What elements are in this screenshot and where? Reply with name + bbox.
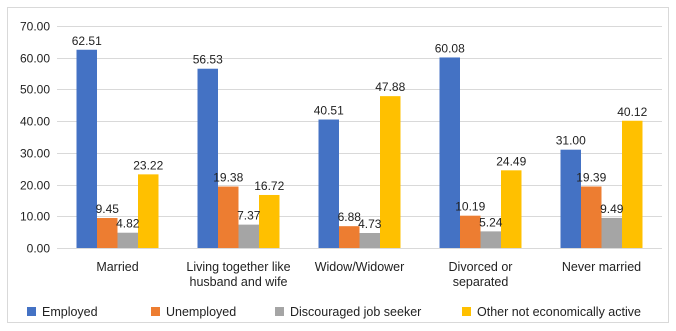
y-tick-label: 0.00 [27, 242, 51, 256]
data-label: 47.88 [375, 80, 405, 94]
data-label: 16.72 [254, 179, 284, 193]
bar-unemployed [581, 186, 602, 248]
data-label: 40.12 [617, 105, 647, 119]
legend-swatch [462, 307, 471, 316]
category-label: Divorced or separated [449, 260, 513, 289]
data-labels: 62.51 9.454.82 23.22 56.53 19.38 7.37 16.72 40.… [72, 34, 648, 231]
legend-swatch [151, 307, 160, 316]
bar-employed [560, 149, 581, 248]
bar-unemployed [218, 186, 239, 248]
data-label: 4.73 [358, 217, 382, 231]
category-labels: Married Living together like husband and w… [96, 260, 641, 289]
y-tick-label: 20.00 [20, 179, 50, 193]
legend-label: Employed [42, 305, 98, 319]
bar-unemployed [97, 218, 118, 248]
legend: Employed Unemployed Discouraged job seeker… [27, 305, 641, 319]
data-label: 23.22 [133, 158, 163, 172]
bar-discouraged-job-seeker [359, 232, 380, 248]
data-label: 9.49 [600, 202, 624, 216]
data-label: 31.00 [556, 134, 586, 148]
category-label: Living together like husband and wife [186, 260, 290, 289]
data-label: 6.88 [338, 210, 362, 224]
legend-swatch [275, 307, 284, 316]
legend-item-employed: Employed [27, 305, 98, 319]
legend-item-other-not-economically-active: Other not economically active [462, 305, 641, 319]
y-tick-label: 10.00 [20, 210, 50, 224]
y-tick-label: 50.00 [20, 83, 50, 97]
y-tick-label: 40.00 [20, 115, 50, 129]
bar-discouraged-job-seeker [601, 217, 622, 248]
data-label: 60.08 [435, 41, 465, 55]
bar-discouraged-job-seeker [117, 232, 138, 248]
data-label: 9.45 [96, 202, 120, 216]
y-axis-ticks: 0.00 10.00 20.00 30.00 40.00 50.00 60.00 70.00 [20, 20, 50, 256]
bar-other-not-economically-active [380, 96, 401, 248]
bar-employed [439, 57, 460, 248]
bar-other-not-economically-active [501, 170, 522, 248]
legend-label: Discouraged job seeker [290, 305, 421, 319]
data-label: 24.49 [496, 154, 526, 168]
data-label: 40.51 [314, 104, 344, 118]
bar-employed [76, 49, 97, 249]
category-label: Widow/Widower [315, 260, 405, 274]
category-label: Never married [562, 260, 641, 274]
bars [76, 49, 643, 249]
data-label: 19.38 [213, 171, 243, 185]
y-tick-label: 70.00 [20, 20, 50, 34]
bar-other-not-economically-active [622, 120, 643, 248]
bar-unemployed [460, 215, 481, 248]
data-label: 56.53 [193, 53, 223, 67]
bar-employed [318, 119, 339, 249]
data-label: 19.39 [576, 171, 606, 185]
chart-frame [7, 7, 669, 323]
data-label: 5.24 [479, 215, 503, 229]
data-label: 4.82 [116, 217, 140, 231]
legend-label: Unemployed [166, 305, 236, 319]
bar-unemployed [339, 226, 360, 248]
data-label: 10.19 [455, 200, 485, 214]
data-label: 7.37 [237, 209, 261, 223]
bar-discouraged-job-seeker [238, 224, 259, 248]
legend-item-discouraged-job-seeker: Discouraged job seeker [275, 305, 421, 319]
bar-discouraged-job-seeker [480, 231, 501, 248]
legend-label: Other not economically active [477, 305, 641, 319]
legend-item-unemployed: Unemployed [151, 305, 236, 319]
category-label: Married [96, 260, 138, 274]
bar-other-not-economically-active [259, 194, 280, 248]
y-tick-label: 60.00 [20, 52, 50, 66]
y-tick-label: 30.00 [20, 147, 50, 161]
data-label: 62.51 [72, 34, 102, 48]
bar-employed [197, 68, 218, 248]
bar-other-not-economically-active [138, 174, 159, 248]
legend-swatch [27, 307, 36, 316]
